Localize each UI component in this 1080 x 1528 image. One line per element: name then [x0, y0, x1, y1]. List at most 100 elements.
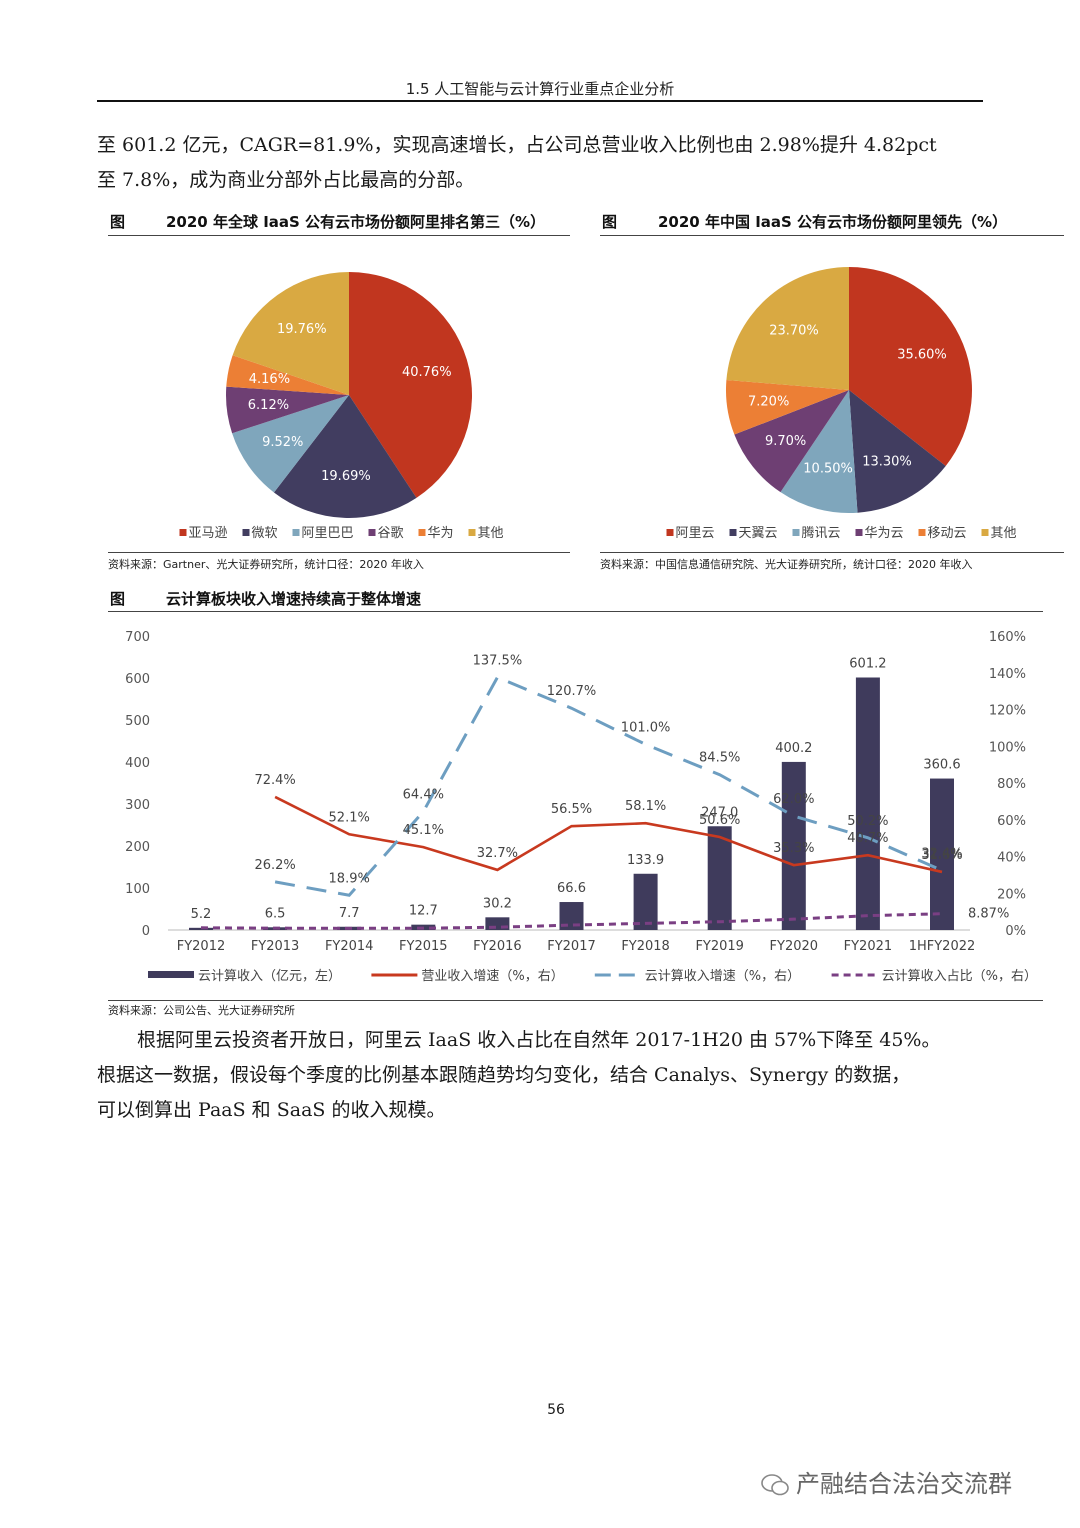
figure-bottom-rule [108, 611, 1043, 612]
closing-line-3: 可以倒算出 PaaS 和 SaaS 的收入规模。 [97, 1099, 446, 1121]
category-tick: FY2019 [695, 939, 744, 954]
legend-swatch [918, 529, 926, 536]
figure-left-source-rule [108, 552, 570, 553]
legend-label: 营业收入增速（%，右） [421, 969, 563, 984]
legend-swatch [242, 529, 250, 536]
legend-label: 其他 [478, 526, 504, 541]
pie-slice-label: 10.50% [803, 461, 853, 476]
category-tick: 1HFY2022 [909, 939, 976, 954]
figure-bottom-title: 图 云计算板块收入增速持续高于整体增速 [110, 588, 421, 609]
legend-label: 华为云 [865, 526, 904, 541]
legend-swatch [792, 529, 800, 536]
legend-swatch [179, 529, 187, 536]
pie-slice [232, 272, 349, 395]
series-line-2 [274, 675, 943, 897]
combo-legend: 云计算收入（亿元，左） 营业收入增速（%，右） 云计算收入增速（%，右） 云计算收入占… [148, 969, 1037, 984]
global-pie-legend: 亚马逊 微软 阿里巴巴 谷歌 华为 其他 [179, 526, 504, 541]
figure-right-source-rule [600, 552, 1064, 553]
china-pie-slices [726, 267, 972, 513]
combo-lines [200, 675, 943, 930]
page-header: 1.5 人工智能与云计算行业重点企业分析 [405, 80, 675, 98]
line-value-label: 52.1% [329, 810, 370, 825]
left-axis-tick: 0 [142, 924, 150, 939]
bar-value-label: 400.2 [775, 741, 812, 756]
line-value-label: 32.4% [921, 846, 962, 861]
pie-slice-label: 13.30% [862, 455, 912, 470]
bar-value-label: 12.7 [409, 904, 438, 919]
bar-value-label: 360.6 [923, 758, 960, 773]
legend-label: 阿里云 [676, 526, 715, 541]
legend-swatch [418, 529, 426, 536]
pie-slice [726, 379, 849, 435]
legend-label: 华为 [428, 526, 454, 541]
global-iaas-pie-chart: 40.76% 19.69% 9.52% 6.12% 4.16% 19.76% 亚马逊 微软 阿… [179, 272, 504, 541]
right-axis-tick: 100% [989, 740, 1026, 755]
figure-bottom-source: 资料来源：公司公告、光大证券研究所 [108, 1004, 295, 1017]
category-tick: FY2012 [177, 939, 226, 954]
line-value-label: 35.3% [773, 841, 814, 856]
category-tick: FY2014 [325, 939, 374, 954]
category-tick: FY2016 [473, 939, 522, 954]
pie-slice-label: 23.70% [769, 323, 819, 338]
line-value-label: 8.87% [968, 907, 1009, 922]
left-axis-tick: 600 [125, 672, 150, 687]
legend-swatch [855, 529, 863, 536]
revenue-bar [781, 761, 806, 930]
category-tick: FY2013 [251, 939, 300, 954]
right-axis-tick: 120% [989, 704, 1026, 719]
line-value-label: 62.0% [773, 792, 814, 807]
watermark: 产融结合法治交流群 [760, 1464, 1012, 1499]
figure-left-title-text: 2020 年全球 IaaS 公有云市场份额阿里排名第三（%） [166, 213, 546, 231]
closing-line-1: 根据阿里云投资者开放日，阿里云 IaaS 收入占比在自然年 2017-1H20 … [137, 1029, 941, 1051]
watermark-text: 产融结合法治交流群 [796, 1470, 1012, 1498]
pie-slice-label: 6.12% [248, 398, 289, 413]
pie-slice [273, 395, 417, 518]
pie-slice-label: 9.70% [765, 434, 806, 449]
revenue-bar [930, 778, 954, 930]
pie-slice [349, 272, 472, 498]
legend-swatch [666, 529, 674, 536]
revenue-bar [855, 677, 880, 930]
pie-slice [780, 390, 858, 513]
legend-label: 移动云 [928, 526, 967, 541]
pie-slice-label: 9.52% [262, 435, 303, 450]
figure-left-source: 资料来源：Gartner、光大证券研究所，统计口径：2020 年收入 [108, 558, 424, 571]
revenue-bar [707, 826, 732, 930]
bar-value-label: 7.7 [339, 906, 360, 921]
figure-left-tag: 图 [110, 213, 126, 231]
legend-swatch [292, 529, 300, 536]
legend-label: 云计算收入（亿元，左） [198, 969, 341, 984]
line-value-label: 64.4% [403, 788, 444, 803]
right-axis-tick: 60% [997, 814, 1026, 829]
legend-swatch [148, 971, 194, 978]
intro-line-1: 至 601.2 亿元，CAGR=81.9%，实现高速增长，占公司总营业收入比例也… [97, 134, 937, 156]
pie-slice-label: 40.76% [402, 365, 452, 380]
bar-value-label: 30.2 [483, 896, 512, 911]
pie-slice-label: 4.16% [249, 372, 290, 387]
legend-label: 云计算收入占比（%，右） [882, 969, 1037, 984]
category-tick: FY2018 [621, 939, 670, 954]
line-value-label: 50.6% [699, 813, 740, 828]
bar-value-label: 6.5 [265, 906, 286, 921]
pie-slice [849, 390, 946, 513]
right-axis-tick: 0% [1005, 924, 1026, 939]
line-value-label: 31.6% [921, 848, 962, 863]
figure-right-rule [600, 235, 1064, 236]
category-tick: FY2017 [547, 939, 596, 954]
bar-value-label: 66.6 [557, 881, 586, 896]
pie-slice-label: 19.69% [321, 469, 371, 484]
category-tick: FY2015 [399, 939, 448, 954]
china-iaas-pie-chart: 35.60% 13.30% 10.50% 9.70% 7.20% 23.70% 阿里云 天翼… [666, 267, 1017, 541]
pie-slice [226, 386, 349, 434]
pie-slice-label: 7.20% [748, 395, 789, 410]
line-value-label: 84.5% [699, 751, 740, 766]
bar-value-label: 601.2 [849, 656, 886, 671]
line-value-label: 45.1% [403, 823, 444, 838]
figure-bottom-tag: 图 [110, 590, 126, 608]
figure-left-title: 图 2020 年全球 IaaS 公有云市场份额阿里排名第三（%） [110, 211, 545, 232]
bar-value-label: 247.0 [701, 805, 738, 820]
header-divider [97, 100, 983, 102]
wechat-icon [761, 1474, 789, 1496]
line-value-label: 101.0% [621, 720, 671, 735]
combo-labels: 5.2 6.5 7.7 12.7 30.2 66.6 133.9 247.0 400.2 601.… [191, 653, 1010, 921]
